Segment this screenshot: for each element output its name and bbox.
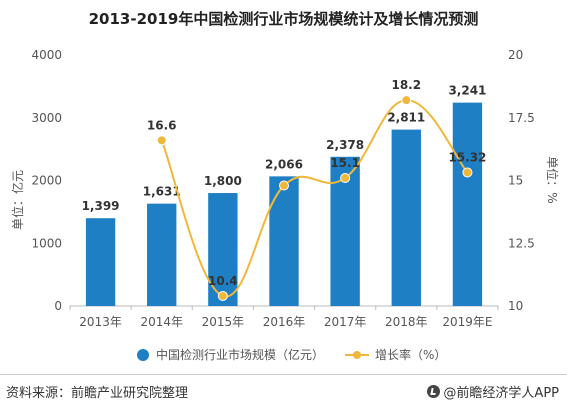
growth-line [160,99,469,298]
footer: 资料来源：前瞻产业研究院整理 @前瞻经济学人APP [0,374,567,407]
right-tick-label: 17.5 [508,111,535,125]
legend-bar-marker [137,349,149,361]
bar-value-label: 3,241 [448,84,486,98]
bar-value-label: 1,800 [204,174,242,188]
growth-point [217,290,228,301]
x-tick-label: 2016年 [263,315,306,329]
growth-value-label: 18.2 [391,78,421,92]
source-note: 资料来源：前瞻产业研究院整理 [6,386,189,401]
legend-bar-label: 中国检测行业市场规模（亿元） [156,347,324,362]
x-tick-label: 2018年 [385,315,428,329]
growth-data-labels: 16.6 10.4 15.1 18.2 15.32 [147,78,487,288]
growth-point [156,135,167,146]
chart-title: 2013-2019年中国检测行业市场规模统计及增长情况预测 [88,10,479,28]
left-tick-label: 0 [54,299,62,313]
legend-line-dot [353,351,361,359]
growth-value-label: 10.4 [208,274,238,288]
x-tick-label: 2013年 [79,315,122,329]
bar-value-label: 1,631 [143,185,181,199]
growth-value-label: 16.6 [147,118,177,132]
bar-value-label: 2,066 [265,157,303,171]
right-tick-label: 10 [508,299,523,313]
left-tick-label: 3000 [31,111,62,125]
brand-label: @前瞻经济学人APP [443,386,559,401]
x-tick-label: 2015年 [202,315,245,329]
bar-value-label: 2,378 [326,138,364,152]
right-tick-label: 12.5 [508,236,535,250]
growth-points [156,95,473,301]
legend-line-label: 增长率（%） [375,347,446,362]
legend: 中国检测行业市场规模（亿元） 增长率（%） [137,347,446,362]
right-axis-ticks: 10 12.5 15 17.5 20 [508,48,535,313]
brand-logo-icon [427,385,441,398]
growth-point [401,95,412,106]
x-tick-label: 2019年E [442,315,492,329]
growth-value-label: 15.1 [330,156,360,170]
bar-data-labels: 1,399 1,631 1,800 2,066 2,378 2,811 3,241 [82,84,487,214]
growth-point [462,167,473,178]
x-axis-ticks: 2013年 2014年 2015年 2016年 2017年 2018年 2019年E [69,306,499,329]
bar-series [85,102,483,306]
right-tick-label: 20 [508,48,523,62]
left-tick-label: 4000 [31,48,62,62]
bar-value-label: 2,811 [387,111,425,125]
left-tick-label: 2000 [31,174,62,188]
x-tick-label: 2017年 [324,315,367,329]
bar [391,129,421,306]
x-tick-label: 2014年 [140,315,183,329]
right-axis-label: 单位：% [545,156,560,203]
growth-value-label: 15.32 [448,150,486,164]
bar-value-label: 1,399 [82,199,120,213]
growth-point [340,172,351,183]
bar [452,102,483,306]
growth-point [279,180,289,191]
bar [147,203,177,306]
left-tick-label: 1000 [31,236,62,250]
brand: @前瞻经济学人APP [427,382,559,401]
bar [269,176,299,306]
bar [85,218,116,306]
bar [208,193,238,306]
left-axis-label: 单位：亿元 [10,170,25,230]
left-axis-ticks: 0 1000 2000 3000 4000 [31,48,62,313]
right-tick-label: 15 [508,174,523,188]
